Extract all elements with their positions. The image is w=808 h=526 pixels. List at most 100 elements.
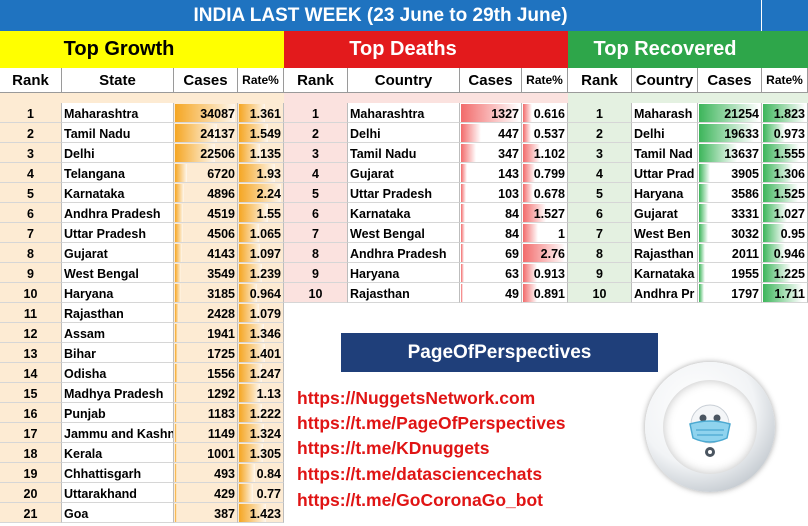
rate-value: 1.823 xyxy=(773,107,805,121)
name-cell: Bihar xyxy=(62,343,174,363)
link-page-of-perspectives[interactable]: https://t.me/PageOfPerspectives xyxy=(297,413,566,433)
rate-cell: 1.93 xyxy=(238,163,284,183)
cases-value: 1941 xyxy=(207,327,235,341)
name-value: Delhi xyxy=(64,147,95,161)
cases-cell: 1327 xyxy=(460,103,522,123)
rate-cell: 1.423 xyxy=(238,503,284,523)
name-cell: Assam xyxy=(62,323,174,343)
table-row: 9 Haryana 63 0.913 xyxy=(284,263,568,283)
name-cell: Rajasthan xyxy=(632,243,698,263)
rank-cell: 9 xyxy=(0,263,62,283)
rate-value: 1.93 xyxy=(256,167,281,181)
cases-cell: 19633 xyxy=(698,123,762,143)
link-datasciencechats[interactable]: https://t.me/datasciencechats xyxy=(297,464,543,484)
name-value: Chhattisgarh xyxy=(64,467,142,481)
cases-bar xyxy=(461,244,465,262)
table-row: 5 Uttar Pradesh 103 0.678 xyxy=(284,183,568,203)
name-value: Assam xyxy=(64,327,105,341)
table-row: 3 Tamil Nad 13637 1.555 xyxy=(568,143,808,163)
cases-cell: 3905 xyxy=(698,163,762,183)
cases-cell: 84 xyxy=(460,203,522,223)
table-row: 4 Telangana 6720 1.93 xyxy=(0,163,284,183)
cases-cell: 4519 xyxy=(174,203,238,223)
rank-value: 1 xyxy=(596,107,603,121)
rank-cell: 9 xyxy=(568,263,632,283)
cases-value: 69 xyxy=(505,247,519,261)
name-cell: Goa xyxy=(62,503,174,523)
link-nuggets-network[interactable]: https://NuggetsNetwork.com xyxy=(297,388,536,408)
name-value: Delhi xyxy=(634,127,665,141)
rank-value: 3 xyxy=(596,147,603,161)
rate-value: 1.711 xyxy=(774,287,805,301)
rate-value: 0.799 xyxy=(533,167,565,181)
rate-bar xyxy=(239,164,276,182)
rate-cell: 1.135 xyxy=(238,143,284,163)
name-cell: Haryana xyxy=(348,263,460,283)
name-cell: Maharashtra xyxy=(348,103,460,123)
cases-value: 143 xyxy=(498,167,519,181)
name-value: Uttar Prad xyxy=(634,167,695,181)
col-header-country: Country xyxy=(348,68,460,93)
rate-value: 1.423 xyxy=(249,507,281,521)
name-cell: Delhi xyxy=(632,123,698,143)
name-cell: Telangana xyxy=(62,163,174,183)
rank-value: 15 xyxy=(23,387,38,401)
rank-value: 3 xyxy=(312,147,319,161)
rate-bar xyxy=(239,144,261,162)
table-row: 4 Uttar Prad 3905 1.306 xyxy=(568,163,808,183)
table-row: 7 West Ben 3032 0.95 xyxy=(568,223,808,243)
cases-value: 24137 xyxy=(200,127,235,141)
rank-cell: 4 xyxy=(568,163,632,183)
cases-bar xyxy=(175,144,215,162)
rate-bar xyxy=(239,484,254,502)
name-cell: Rajasthan xyxy=(348,283,460,303)
name-value: Haryana xyxy=(634,187,684,201)
cases-bar xyxy=(699,204,709,222)
cases-value: 13637 xyxy=(724,147,759,161)
rate-bar xyxy=(239,404,262,422)
name-value: Andhra Pradesh xyxy=(350,247,447,261)
cases-value: 347 xyxy=(498,147,519,161)
cases-value: 3586 xyxy=(731,187,759,201)
table-row: 20 Uttarakhand 429 0.77 xyxy=(0,483,284,503)
rate-value: 1.305 xyxy=(249,447,281,461)
rank-value: 1 xyxy=(27,107,34,121)
rank-value: 2 xyxy=(596,127,603,141)
rate-cell: 1.527 xyxy=(522,203,568,223)
rank-cell: 5 xyxy=(284,183,348,203)
name-cell: Maharashtra xyxy=(62,103,174,123)
rate-value: 1.401 xyxy=(249,347,281,361)
rate-value: 0.95 xyxy=(780,227,805,241)
rate-bar xyxy=(239,504,266,522)
name-value: Bihar xyxy=(64,347,96,361)
name-value: Telangana xyxy=(64,167,125,181)
table-row: 13 Bihar 1725 1.401 xyxy=(0,343,284,363)
cases-cell: 1183 xyxy=(174,403,238,423)
cases-value: 1556 xyxy=(207,367,235,381)
name-cell: West Bengal xyxy=(62,263,174,283)
rate-bar xyxy=(239,384,261,402)
name-value: Gujarat xyxy=(350,167,394,181)
rate-bar xyxy=(239,424,264,442)
cases-cell: 24137 xyxy=(174,123,238,143)
cases-value: 34087 xyxy=(200,107,235,121)
cases-cell: 69 xyxy=(460,243,522,263)
rate-cell: 0.946 xyxy=(762,243,808,263)
cases-bar xyxy=(699,164,711,182)
link-gocoronago-bot[interactable]: https://t.me/GoCoronaGo_bot xyxy=(297,490,543,510)
rate-bar xyxy=(763,164,794,182)
cases-cell: 103 xyxy=(460,183,522,203)
link-kdnuggets[interactable]: https://t.me/KDnuggets xyxy=(297,438,490,458)
cases-bar xyxy=(699,284,705,302)
rate-bar xyxy=(523,264,537,282)
cases-cell: 1955 xyxy=(698,263,762,283)
cases-cell: 13637 xyxy=(698,143,762,163)
rate-value: 1.225 xyxy=(773,267,805,281)
cases-bar xyxy=(175,424,178,442)
rate-value: 1.55 xyxy=(256,207,281,221)
cases-bar xyxy=(461,144,477,162)
cases-bar xyxy=(175,224,183,242)
cases-cell: 493 xyxy=(174,463,238,483)
cases-value: 1292 xyxy=(207,387,235,401)
rank-cell: 17 xyxy=(0,423,62,443)
